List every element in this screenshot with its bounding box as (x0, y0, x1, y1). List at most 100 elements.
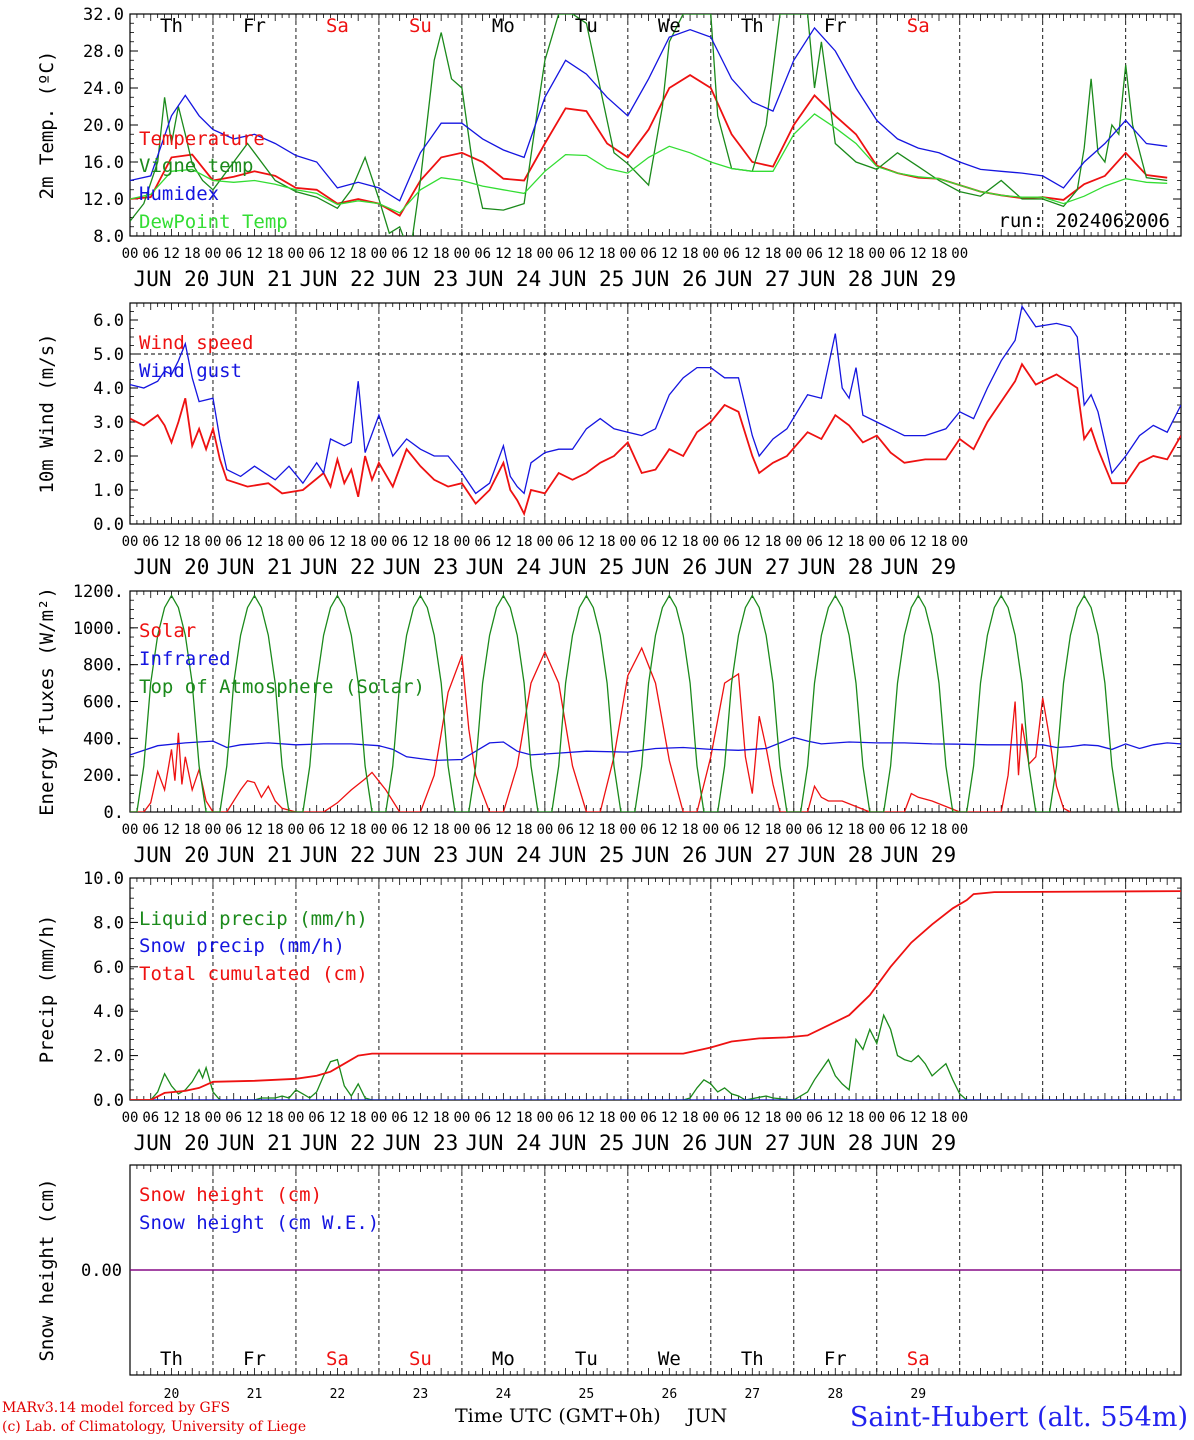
series-group (130, 14, 1168, 236)
y-tick-label: 1.0 (93, 481, 124, 501)
series-line-1 (130, 74, 1168, 217)
hour-label: 18 (267, 822, 284, 838)
panel-2: 0.0 1.0 2.0 3.0 4.0 5.0 6.0 10m Wind (m/s) Wind … (36, 302, 1182, 579)
hour-label: 06 (806, 1110, 823, 1126)
hour-label: 06 (889, 534, 906, 550)
hour-label: 18 (931, 246, 948, 262)
hour-label: 12 (412, 534, 429, 550)
hour-label: 12 (578, 246, 595, 262)
hour-label: 18 (350, 1110, 367, 1126)
hour-label: 18 (931, 822, 948, 838)
y-tick-label: 200. (83, 766, 124, 786)
hour-label: 00 (868, 246, 885, 262)
hour-label: 06 (806, 822, 823, 838)
date-label: JUN 24 (465, 555, 541, 579)
y-tick-label: 4.0 (93, 379, 124, 399)
series-line-1 (130, 1013, 1168, 1100)
hour-label: 00 (453, 246, 470, 262)
hour-label: 12 (163, 534, 180, 550)
y-tick-label: 8.0 (93, 227, 124, 247)
hour-label: 00 (453, 822, 470, 838)
hour-label: 12 (329, 534, 346, 550)
hour-label: 12 (827, 246, 844, 262)
hour-label: 12 (246, 1110, 263, 1126)
hour-label: 00 (868, 534, 885, 550)
day-name: Th (741, 15, 764, 37)
hour-label: 06 (889, 246, 906, 262)
day-name: We (658, 1348, 681, 1370)
x-axis-month: JUN (687, 1405, 728, 1427)
y-tick-label: 0. (104, 803, 124, 823)
hour-label: 06 (640, 1110, 657, 1126)
y-tick-label: 28.0 (83, 42, 124, 62)
hour-label: 00 (619, 1110, 636, 1126)
hour-label: 18 (931, 534, 948, 550)
hour-label: 00 (370, 822, 387, 838)
legend-entry: Infrared (139, 648, 231, 670)
hour-label: 12 (495, 534, 512, 550)
hour-label: 00 (453, 534, 470, 550)
date-label: JUN 29 (880, 1131, 956, 1155)
hour-label: 12 (329, 1110, 346, 1126)
station-name: Saint-Hubert (alt. 554m) (849, 1402, 1188, 1433)
date-label: JUN 22 (300, 555, 376, 579)
hour-label: 18 (599, 1110, 616, 1126)
y-tick-label: 8.0 (93, 913, 124, 933)
date-label: JUN 29 (880, 843, 956, 867)
hour-label: 06 (557, 246, 574, 262)
y-tick-label: 20.0 (83, 116, 124, 136)
hour-label: 06 (640, 246, 657, 262)
hour-label: 00 (370, 246, 387, 262)
date-label: JUN 23 (382, 1131, 458, 1155)
panel-3: 0. 200. 400. 600. 800. 1000. 1200. Energy fluxe… (36, 582, 1182, 867)
hour-label: 12 (910, 246, 927, 262)
hour-label: 00 (868, 822, 885, 838)
hour-label: 18 (931, 1110, 948, 1126)
hour-label: 18 (599, 246, 616, 262)
legend-entry: Snow precip (mm/h) (139, 935, 345, 957)
date-number: 26 (662, 1387, 678, 1402)
hour-label: 12 (246, 534, 263, 550)
hour-label: 00 (536, 822, 553, 838)
hour-label: 00 (702, 822, 719, 838)
hour-label: 00 (453, 1110, 470, 1126)
hour-label: 06 (806, 246, 823, 262)
hour-label: 06 (142, 822, 159, 838)
plot-frame (129, 302, 1182, 525)
series-line-3 (130, 594, 1120, 812)
y-tick-label: 32.0 (83, 5, 124, 25)
y-tick-label: 1000. (73, 619, 124, 639)
y-axis-title: 10m Wind (m/s) (36, 333, 58, 493)
hour-label: 00 (785, 822, 802, 838)
hour-label: 18 (184, 534, 201, 550)
hour-label: 12 (744, 246, 761, 262)
panel-5: 0.00 Snow height (cm) Snow height (cm) Snow… (36, 1164, 1182, 1402)
hour-label: 18 (682, 534, 699, 550)
day-name: Th (160, 15, 183, 37)
hour-label: 00 (702, 246, 719, 262)
hour-label: 06 (474, 534, 491, 550)
date-label: JUN 28 (797, 843, 873, 867)
hour-label: 12 (495, 246, 512, 262)
legend-entry: Snow height (cm) (139, 1184, 322, 1206)
date-label: JUN 28 (797, 1131, 873, 1155)
y-tick-label: 1200. (73, 582, 124, 602)
series-group (130, 890, 1181, 1100)
hour-label: 00 (619, 246, 636, 262)
date-label: JUN 22 (300, 1131, 376, 1155)
hour-label: 06 (225, 534, 242, 550)
hour-label: 06 (557, 822, 574, 838)
hour-label: 00 (205, 246, 222, 262)
hour-label: 18 (433, 822, 450, 838)
panel-1: 8.0 12.0 16.0 20.0 24.0 28.0 32.0 2m Temp. (ºC)… (36, 5, 1182, 291)
date-label: JUN 22 (300, 843, 376, 867)
hour-label: 06 (723, 534, 740, 550)
y-tick-label: 2.0 (93, 1047, 124, 1067)
date-number: 28 (827, 1387, 843, 1402)
hour-label: 00 (288, 822, 305, 838)
hour-label: 00 (536, 1110, 553, 1126)
date-label: JUN 26 (631, 1131, 707, 1155)
hour-label: 18 (765, 822, 782, 838)
hour-label: 06 (889, 1110, 906, 1126)
legend-entry: Vigne temp (139, 155, 253, 177)
